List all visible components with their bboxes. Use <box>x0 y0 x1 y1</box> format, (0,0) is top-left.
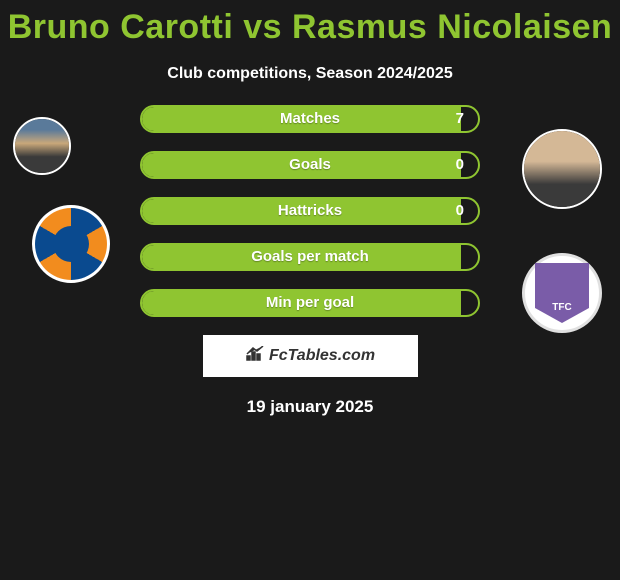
stat-value: 0 <box>456 199 464 223</box>
stat-row-min-per-goal: Min per goal <box>140 289 480 317</box>
page-title: Bruno Carotti vs Rasmus Nicolaisen <box>0 0 620 47</box>
avatar-placeholder <box>524 131 600 207</box>
club-left-logo <box>32 205 110 283</box>
subtitle: Club competitions, Season 2024/2025 <box>0 65 620 83</box>
avatar-placeholder <box>15 119 69 173</box>
stat-label: Min per goal <box>142 291 478 315</box>
date-label: 19 january 2025 <box>0 397 620 417</box>
stat-label: Goals <box>142 153 478 177</box>
stat-value: 7 <box>456 107 464 131</box>
club-right-logo <box>522 253 602 333</box>
comparison-area: Matches 7 Goals 0 Hattricks 0 Goals per … <box>0 105 620 417</box>
stat-row-matches: Matches 7 <box>140 105 480 133</box>
stats-list: Matches 7 Goals 0 Hattricks 0 Goals per … <box>140 105 480 317</box>
stat-row-goals-per-match: Goals per match <box>140 243 480 271</box>
brand-text: FcTables.com <box>269 347 375 365</box>
brand-box[interactable]: FcTables.com <box>203 335 418 377</box>
stat-value: 0 <box>456 153 464 177</box>
stat-label: Hattricks <box>142 199 478 223</box>
chart-icon <box>245 346 265 367</box>
player-left-avatar <box>13 117 71 175</box>
stat-label: Matches <box>142 107 478 131</box>
stat-row-hattricks: Hattricks 0 <box>140 197 480 225</box>
stat-label: Goals per match <box>142 245 478 269</box>
stat-row-goals: Goals 0 <box>140 151 480 179</box>
player-right-avatar <box>522 129 602 209</box>
